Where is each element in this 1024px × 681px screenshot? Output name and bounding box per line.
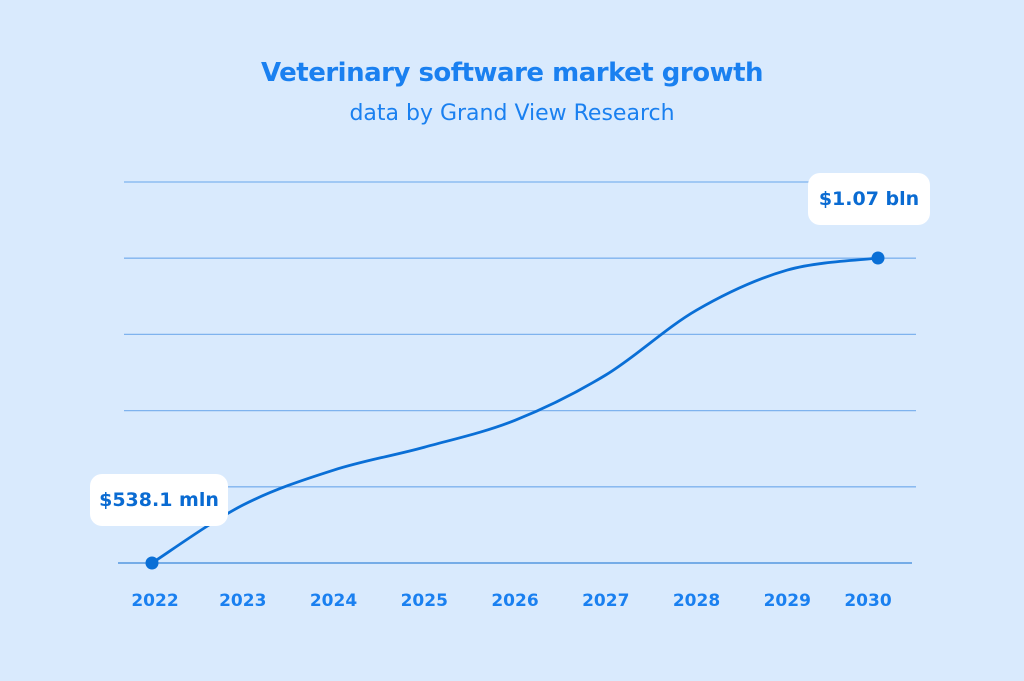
x-tick-label: 2027 (582, 591, 629, 611)
x-tick-label: 2023 (219, 591, 266, 611)
x-tick-label: 2026 (491, 591, 538, 611)
x-tick-label: 2024 (310, 591, 357, 611)
x-tick-label: 2030 (844, 591, 891, 611)
data-point (871, 251, 885, 265)
chart-title: Veterinary software market growth (260, 58, 764, 88)
data-point (145, 556, 159, 570)
end-value-callout: $1.07 bln (808, 173, 930, 225)
x-tick-label: 2022 (131, 591, 178, 611)
start-value-callout: $538.1 mln (90, 474, 228, 526)
x-tick-label: 2025 (401, 591, 448, 611)
x-tick-label: 2028 (673, 591, 720, 611)
chart-subtitle: data by Grand View Research (349, 101, 675, 126)
x-tick-label: 2029 (764, 591, 811, 611)
series-line (151, 256, 879, 565)
